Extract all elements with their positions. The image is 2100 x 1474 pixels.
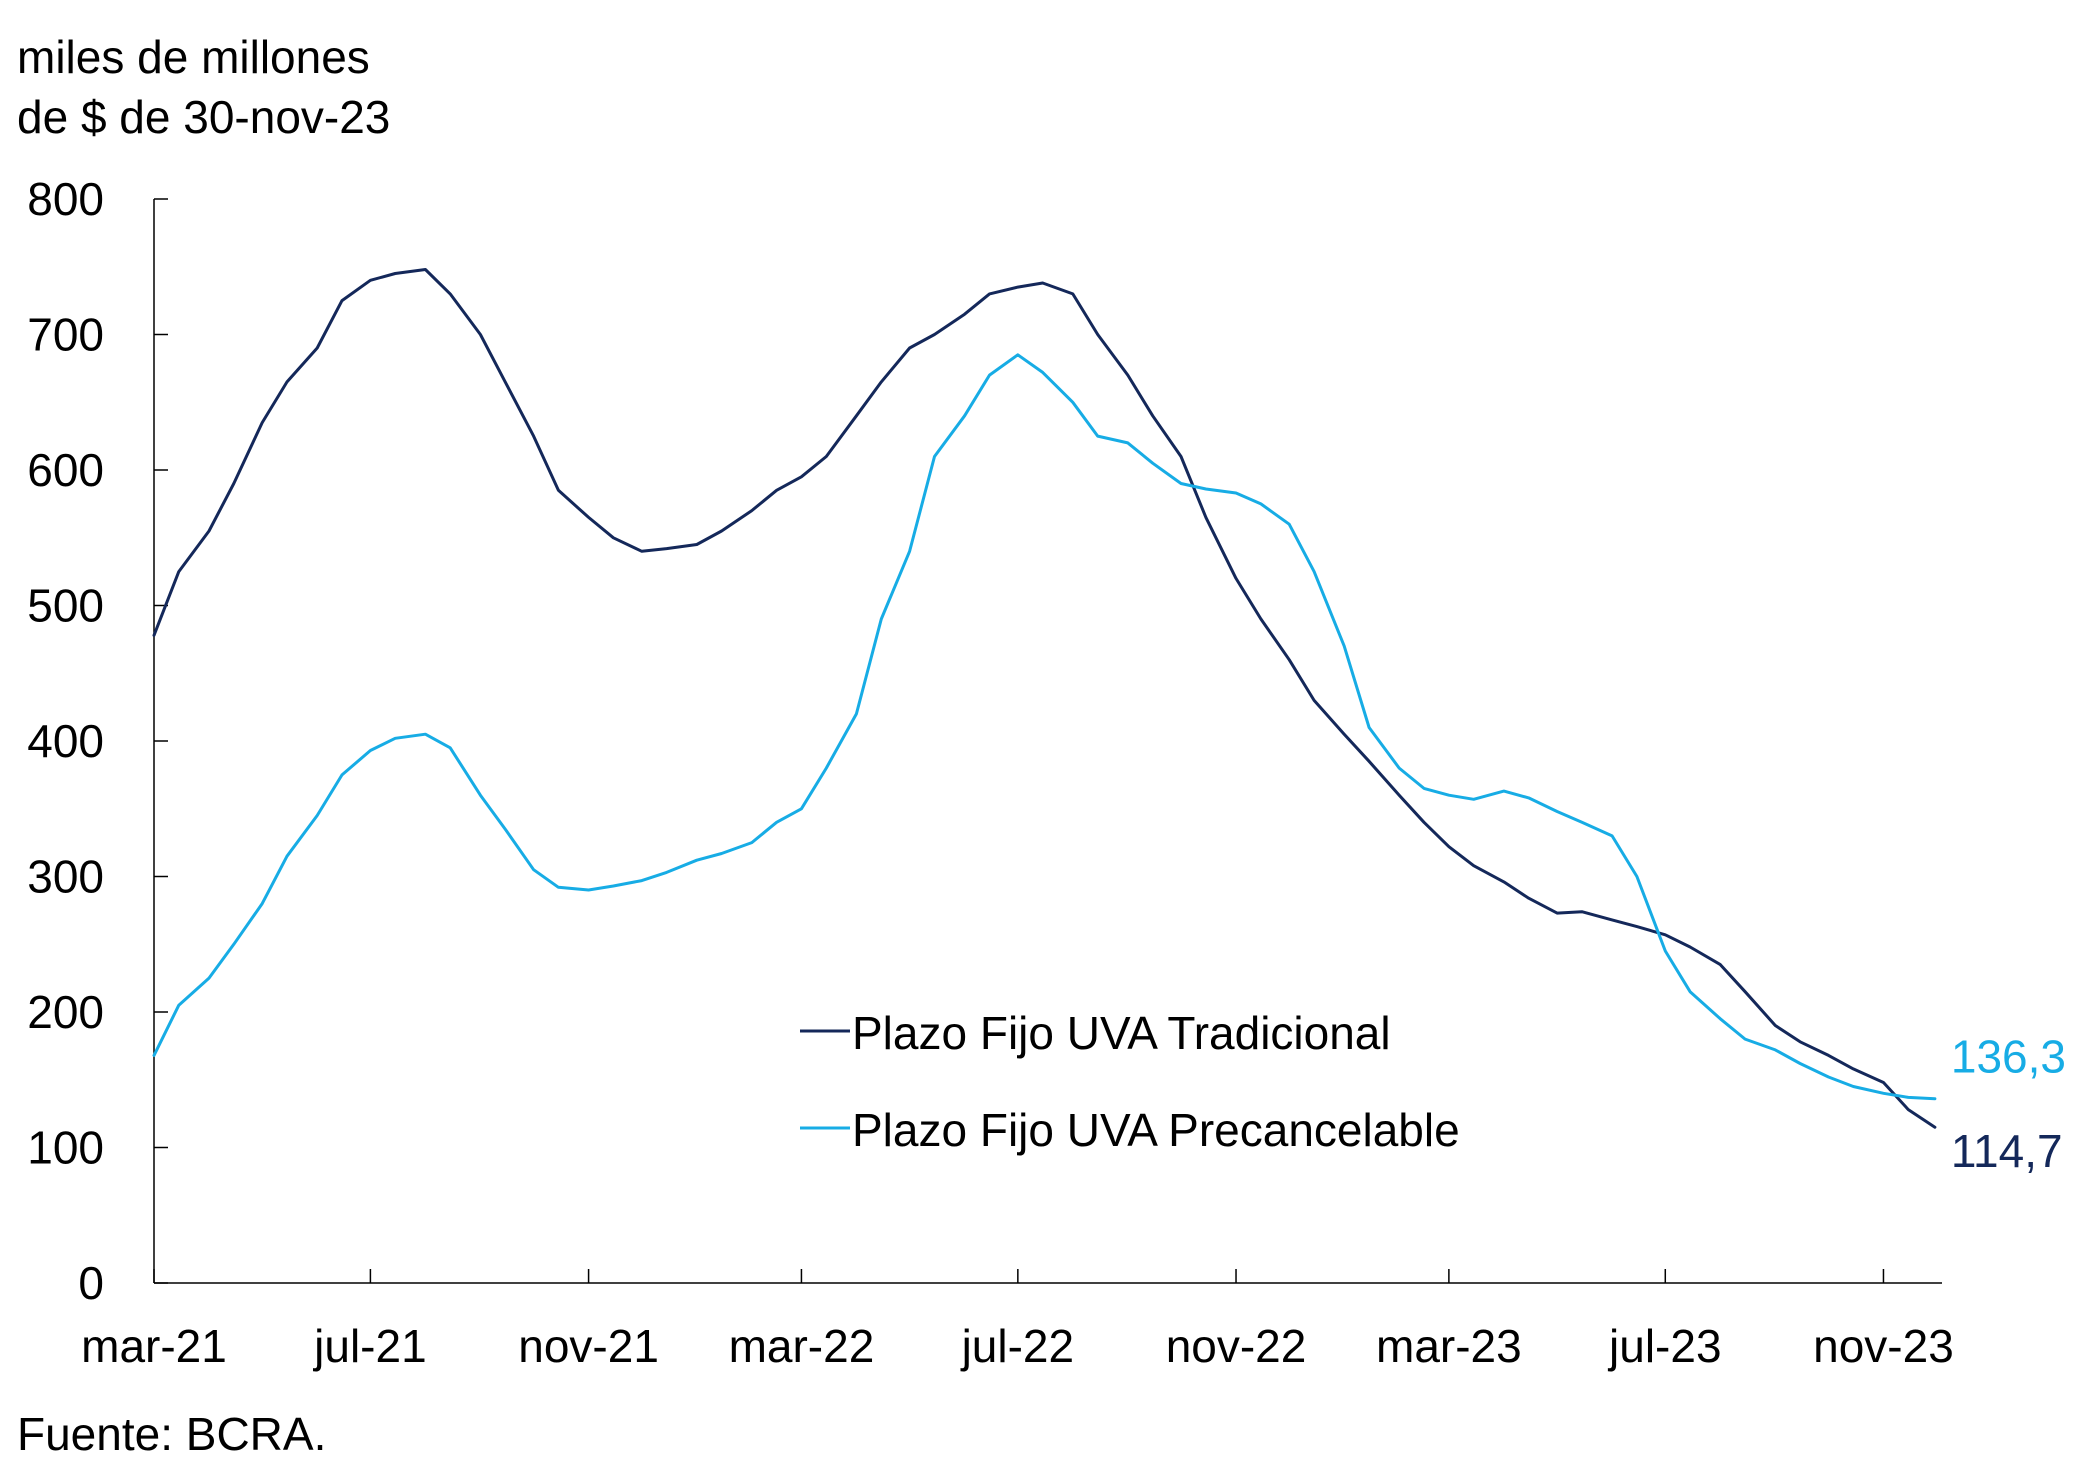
- y-tick-label: 700: [27, 309, 104, 361]
- y-tick-label: 800: [27, 173, 104, 225]
- legend: Plazo Fijo UVA Tradicional Plazo Fijo UVA…: [800, 1007, 1460, 1156]
- legend-label-1: Plazo Fijo UVA Tradicional: [852, 1007, 1391, 1059]
- y-axis-title: miles de millones de $ de 30-nov-23: [17, 31, 390, 143]
- x-tick-label: jul-21: [312, 1320, 427, 1372]
- y-tick-label: 600: [27, 444, 104, 496]
- series-line-1: [152, 268, 1937, 1129]
- y-axis-title-line-2: de $ de 30-nov-23: [17, 91, 390, 143]
- series-layer: [152, 268, 1937, 1129]
- y-axis: 0 100 200 300 400 500 600 700 800: [27, 173, 168, 1309]
- y-tick-label: 0: [78, 1257, 104, 1309]
- series-end-label-2: 136,3: [1951, 1031, 2066, 1083]
- series-line-2: [152, 353, 1937, 1101]
- end-labels: 114,7 136,3: [1951, 1031, 2066, 1177]
- x-tick-label: mar-23: [1376, 1320, 1522, 1372]
- source-note: Fuente: BCRA.: [17, 1408, 326, 1460]
- y-tick-label: 300: [27, 851, 104, 903]
- x-tick-label: jul-23: [1607, 1320, 1722, 1372]
- x-tick-label: nov-21: [518, 1320, 659, 1372]
- y-tick-label: 500: [27, 580, 104, 632]
- series-end-label-1: 114,7: [1951, 1125, 2063, 1177]
- x-axis: mar-21 jul-21 nov-21 mar-22 jul-22 nov-22 mar-…: [81, 1269, 1954, 1372]
- x-tick-label: nov-23: [1813, 1320, 1954, 1372]
- legend-label-2: Plazo Fijo UVA Precancelable: [852, 1104, 1460, 1156]
- x-tick-label: jul-22: [960, 1320, 1075, 1372]
- y-tick-label: 200: [27, 986, 104, 1038]
- x-tick-label: mar-22: [729, 1320, 875, 1372]
- x-tick-label: nov-22: [1166, 1320, 1307, 1372]
- x-tick-label: mar-21: [81, 1320, 227, 1372]
- y-tick-label: 400: [27, 715, 104, 767]
- y-axis-title-line-1: miles de millones: [17, 31, 370, 83]
- y-tick-label: 100: [27, 1122, 104, 1174]
